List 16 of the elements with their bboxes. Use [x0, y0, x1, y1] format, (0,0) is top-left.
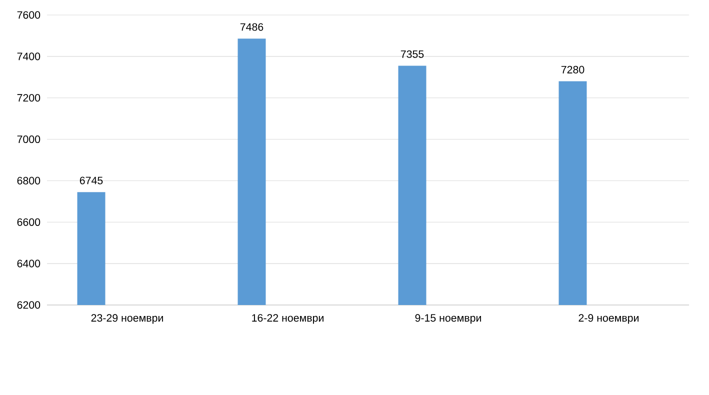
data-label: 6745 [80, 176, 103, 184]
x-tick-label: 16-22 ноември [252, 314, 324, 324]
x-tick-label: 9-15 ноември [415, 314, 481, 324]
y-tick-label: 6600 [17, 218, 40, 226]
y-tick-label: 6400 [17, 260, 40, 268]
data-label: 7486 [240, 23, 264, 31]
x-tick-label: 2-9 ноември [578, 314, 639, 324]
y-tick-label: 6800 [17, 176, 40, 184]
data-label: 7355 [400, 50, 424, 58]
y-tick-label: 7200 [17, 94, 40, 102]
y-tick-label: 7600 [17, 11, 40, 19]
data-label: 7280 [561, 66, 584, 74]
y-tick-label: 6200 [17, 301, 40, 309]
y-tick-label: 7400 [17, 52, 40, 60]
y-tick-label: 7000 [17, 136, 40, 144]
x-tick-label: 23-29 ноември [91, 314, 163, 324]
